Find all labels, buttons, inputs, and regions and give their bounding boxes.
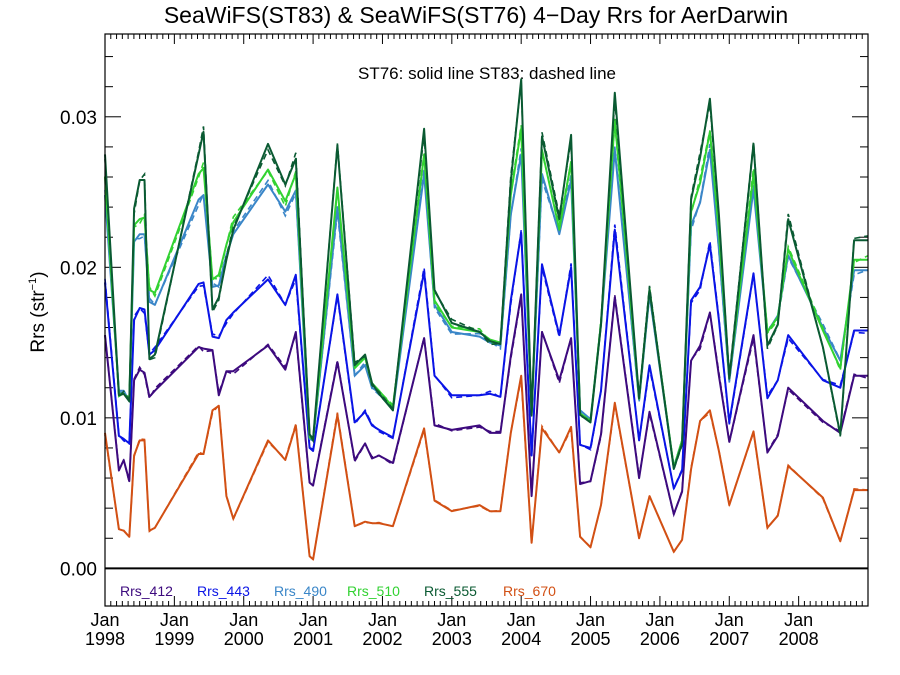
y-tick-label: 0.01 [60, 409, 97, 430]
series-line-rrs-443-st83 [104, 224, 869, 491]
series-line-rrs-510-st83 [104, 122, 869, 467]
x-tick-year: 2003 [432, 629, 472, 649]
series-line-rrs-670-st83 [104, 378, 869, 561]
x-tick-year: 2004 [501, 629, 541, 649]
x-tick-year: 2000 [224, 629, 264, 649]
x-tick-year: 2008 [779, 629, 819, 649]
legend-entry: Rrs_412 [120, 583, 173, 599]
series-line-rrs-490-st83 [104, 143, 869, 467]
x-tick-month: Jan [90, 610, 119, 630]
series-line-rrs-412-st83 [104, 295, 869, 518]
x-tick-month: Jan [299, 610, 328, 630]
x-tick-year: 1998 [85, 629, 125, 649]
x-tick-year: 2006 [640, 629, 680, 649]
x-tick-month: Jan [160, 610, 189, 630]
series-line-rrs-670-st76 [104, 374, 868, 561]
x-tick-month: Jan [715, 610, 744, 630]
x-tick-month: Jan [368, 610, 397, 630]
legend-entry: Rrs_670 [503, 583, 556, 599]
x-tick-month: Jan [784, 610, 813, 630]
x-tick-year: 2005 [571, 629, 611, 649]
x-tick-year: 2001 [293, 629, 333, 649]
x-tick-month: Jan [229, 610, 258, 630]
legend-entry: Rrs_443 [197, 583, 250, 599]
x-tick-month: Jan [645, 610, 674, 630]
x-tick-month: Jan [437, 610, 466, 630]
legend-entry: Rrs_490 [274, 583, 327, 599]
x-tick-month: Jan [507, 610, 536, 630]
y-tick-label: 0.00 [60, 559, 97, 580]
series-line-rrs-412-st76 [104, 293, 868, 516]
x-tick-year: 1999 [154, 629, 194, 649]
series-line-rrs-555-st83 [104, 82, 869, 470]
x-tick-year: 2002 [362, 629, 402, 649]
legend-entry: Rrs_555 [424, 583, 477, 599]
chart-title: SeaWiFS(ST83) & SeaWiFS(ST76) 4−Day Rrs … [164, 2, 788, 28]
y-tick-label: 0.02 [60, 258, 97, 279]
legend-entry: Rrs_510 [347, 583, 400, 599]
y-tick-label: 0.03 [60, 108, 97, 129]
x-tick-month: Jan [576, 610, 605, 630]
line-style-note: ST76: solid line ST83: dashed line [358, 64, 616, 83]
y-axis-label: Rrs (str−1) [27, 271, 49, 352]
x-tick-year: 2007 [709, 629, 749, 649]
plot-frame [104, 33, 869, 607]
